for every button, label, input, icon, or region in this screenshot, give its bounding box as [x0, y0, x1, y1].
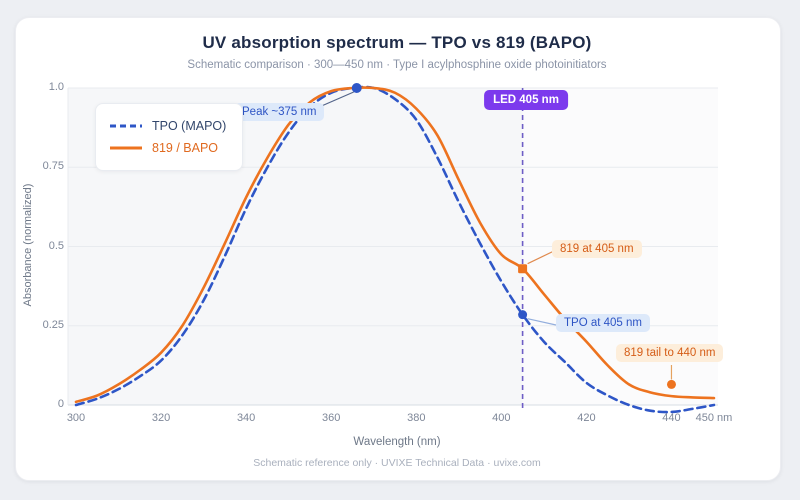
x-tick-440: 440 [662, 412, 681, 424]
x-tick-450: 450 nm [695, 412, 733, 424]
x-tick-340: 340 [236, 412, 256, 424]
legend-label: TPO (MAPO) [152, 119, 227, 133]
annotation-peak: Peak ~375 nm [234, 103, 325, 121]
x-tick-380: 380 [407, 412, 426, 424]
footer-text: Schematic reference only · UVIXE Technic… [253, 457, 541, 469]
x-tick-300: 300 [66, 412, 86, 424]
chart-title: UV absorption spectrum — TPO vs 819 (BAP… [202, 33, 592, 52]
legend: TPO (MAPO) 819 / BAPO [95, 103, 244, 171]
y-tick-0: 0 [57, 398, 64, 410]
y-tick-1.0: 1.0 [48, 81, 64, 93]
x-axis-label: Wavelength (nm) [353, 436, 441, 448]
annotation-819-at-405: 819 at 405 nm [552, 240, 642, 258]
x-tick-400: 400 [492, 412, 511, 424]
legend-swatch-solid-line-icon [110, 146, 142, 150]
x-tick-320: 320 [151, 412, 171, 424]
legend-item-tpo: TPO (MAPO) [109, 115, 226, 137]
led-405-badge: LED 405 nm [484, 90, 568, 110]
x-tick-420: 420 [577, 412, 596, 424]
annotation-tpo-at-405: TPO at 405 nm [556, 314, 650, 332]
x-tick-360: 360 [322, 412, 341, 424]
legend-item-819: 819 / BAPO [109, 137, 226, 159]
y-tick-0.25: 0.25 [42, 318, 64, 331]
legend-swatch-dashed-line-icon [110, 124, 142, 128]
chart-subtitle: Schematic comparison · 300—450 nm · Type… [187, 59, 607, 71]
y-tick-0.75: 0.75 [42, 160, 64, 173]
legend-label: 819 / BAPO [152, 141, 219, 155]
annotation-819-tail: 819 tail to 440 nm [616, 344, 724, 362]
y-tick-0.5: 0.5 [48, 239, 64, 252]
